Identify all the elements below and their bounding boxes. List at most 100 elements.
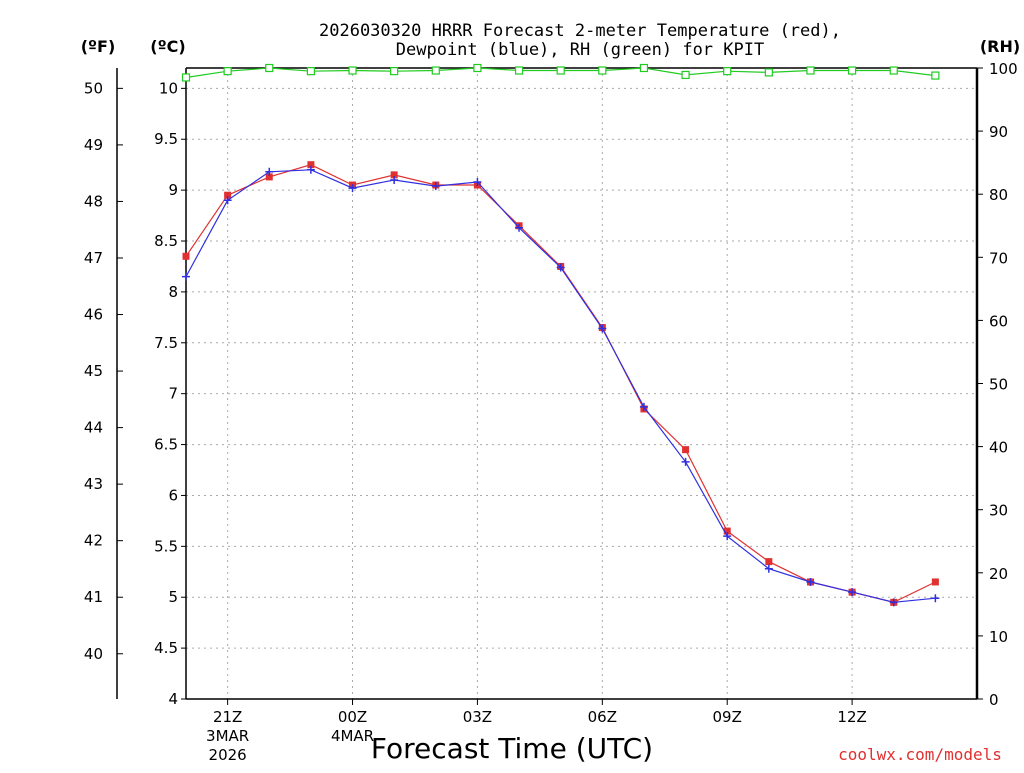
temperature-point bbox=[265, 173, 273, 181]
dewpoint-point bbox=[556, 263, 565, 272]
dewpoint-point bbox=[431, 182, 440, 191]
chart-title-line-2: Dewpoint (blue), RH (green) for KPIT bbox=[396, 40, 764, 60]
dewpoint-point bbox=[681, 457, 690, 466]
fahrenheit-tick-label: 50 bbox=[84, 79, 103, 97]
celsius-tick-label: 5.5 bbox=[154, 537, 178, 555]
rh-point bbox=[265, 63, 274, 73]
dewpoint-point bbox=[764, 564, 773, 573]
dewpoint-point bbox=[348, 184, 357, 193]
rh-tick-label: 90 bbox=[989, 123, 1008, 141]
rh-tick-label: 60 bbox=[989, 312, 1008, 330]
rh-point bbox=[848, 66, 857, 75]
rh-point bbox=[181, 73, 191, 82]
dewpoint-point bbox=[265, 167, 274, 176]
x-tick-label-time: 00Z bbox=[338, 708, 367, 726]
temperature-point bbox=[931, 578, 939, 586]
fahrenheit-tick-label: 41 bbox=[84, 588, 103, 606]
rh-point bbox=[348, 66, 357, 75]
dewpoint-point bbox=[806, 577, 815, 586]
celsius-tick-label: 10 bbox=[159, 79, 178, 97]
dewpoint-point bbox=[598, 324, 607, 333]
dewpoint-point bbox=[931, 594, 940, 603]
fahrenheit-tick-label: 48 bbox=[84, 192, 103, 210]
rh-tick-label: 0 bbox=[989, 691, 999, 709]
rh-tick-label: 20 bbox=[989, 565, 1008, 583]
celsius-tick-label: 9.5 bbox=[154, 130, 178, 148]
temperature-series-line bbox=[185, 164, 936, 603]
rh-tick-label: 40 bbox=[989, 439, 1008, 457]
dewpoint-point bbox=[182, 272, 190, 281]
temperature-point bbox=[682, 446, 690, 454]
celsius-tick-label: 8.5 bbox=[154, 232, 178, 250]
dewpoint-point bbox=[223, 196, 232, 205]
chart-title-line-1: 2026030320 HRRR Forecast 2-meter Tempera… bbox=[319, 21, 841, 41]
dewpoint-point bbox=[515, 223, 524, 232]
rh-tick-label: 50 bbox=[989, 376, 1008, 394]
celsius-tick-label: 8 bbox=[168, 283, 178, 301]
plot-area: 4 4.5 5 5.5 6 6.5 7 7.5 8 8.5 9 9.5 10 40 41 42 43 44 45 46… bbox=[84, 60, 1018, 764]
rh-point bbox=[764, 68, 773, 77]
temperature-point bbox=[723, 527, 731, 535]
fahrenheit-tick-label: 43 bbox=[84, 475, 103, 493]
rh-point bbox=[514, 66, 524, 75]
x-tick-label-time: 21Z bbox=[213, 708, 242, 726]
temperature-point bbox=[390, 171, 398, 179]
rh-point bbox=[723, 67, 732, 76]
fahrenheit-tick-label: 46 bbox=[84, 306, 103, 324]
rh-point bbox=[556, 66, 565, 75]
celsius-tick-label: 4.5 bbox=[154, 639, 178, 657]
rh-point bbox=[431, 66, 440, 75]
celsius-tick-label: 6.5 bbox=[154, 436, 178, 454]
rh-point bbox=[598, 66, 607, 75]
celsius-tick-label: 7.5 bbox=[154, 334, 178, 352]
rh-point bbox=[889, 66, 898, 75]
source-credit: coolwx.com/models bbox=[838, 745, 1002, 764]
x-tick-label-time: 06Z bbox=[588, 708, 617, 726]
celsius-tick-label: 9 bbox=[168, 181, 178, 199]
rh-tick-label: 70 bbox=[989, 249, 1008, 267]
x-tick-label-date: 4MAR bbox=[331, 727, 374, 745]
rh-point bbox=[639, 63, 649, 73]
celsius-tick-label: 4 bbox=[168, 690, 178, 708]
celsius-tick-label: 7 bbox=[168, 385, 178, 403]
rh-unit-label: (RH) bbox=[980, 37, 1020, 56]
x-tick-label-time: 12Z bbox=[837, 708, 866, 726]
x-tick-label-year: 2026 bbox=[209, 746, 247, 764]
rh-point bbox=[306, 67, 315, 76]
dewpoint-point bbox=[848, 588, 857, 597]
fahrenheit-tick-label: 49 bbox=[84, 136, 103, 154]
rh-point bbox=[223, 67, 232, 76]
fahrenheit-tick-label: 45 bbox=[84, 362, 103, 380]
rh-point bbox=[931, 71, 940, 80]
temperature-point bbox=[182, 252, 190, 260]
dewpoint-point bbox=[639, 402, 648, 411]
rh-point bbox=[681, 70, 690, 80]
dewpoint-series-line bbox=[185, 169, 936, 603]
celsius-unit-label: (ºC) bbox=[150, 37, 185, 56]
temperature-point bbox=[307, 161, 315, 169]
fahrenheit-tick-label: 40 bbox=[84, 645, 103, 663]
x-tick-label-time: 09Z bbox=[713, 708, 742, 726]
rh-tick-label: 30 bbox=[989, 502, 1008, 520]
temperature-point bbox=[224, 191, 232, 199]
dewpoint-point bbox=[473, 177, 482, 186]
temperature-point bbox=[765, 558, 773, 566]
fahrenheit-tick-label: 42 bbox=[84, 532, 103, 550]
rh-point bbox=[806, 66, 815, 75]
x-axis-label: Forecast Time (UTC) bbox=[371, 732, 653, 765]
x-tick-label-time: 03Z bbox=[463, 708, 492, 726]
x-tick-label-date: 3MAR bbox=[206, 727, 249, 745]
fahrenheit-tick-label: 47 bbox=[84, 249, 103, 267]
rh-point bbox=[473, 63, 482, 73]
rh-tick-label: 100 bbox=[989, 60, 1018, 78]
celsius-tick-label: 5 bbox=[168, 588, 178, 606]
dewpoint-point bbox=[723, 532, 732, 541]
rh-point bbox=[390, 67, 399, 76]
dewpoint-point bbox=[889, 598, 898, 607]
dewpoint-point bbox=[306, 165, 315, 174]
fahrenheit-unit-label: (ºF) bbox=[81, 37, 116, 56]
dewpoint-point bbox=[390, 175, 399, 184]
rh-tick-label: 10 bbox=[989, 628, 1008, 646]
